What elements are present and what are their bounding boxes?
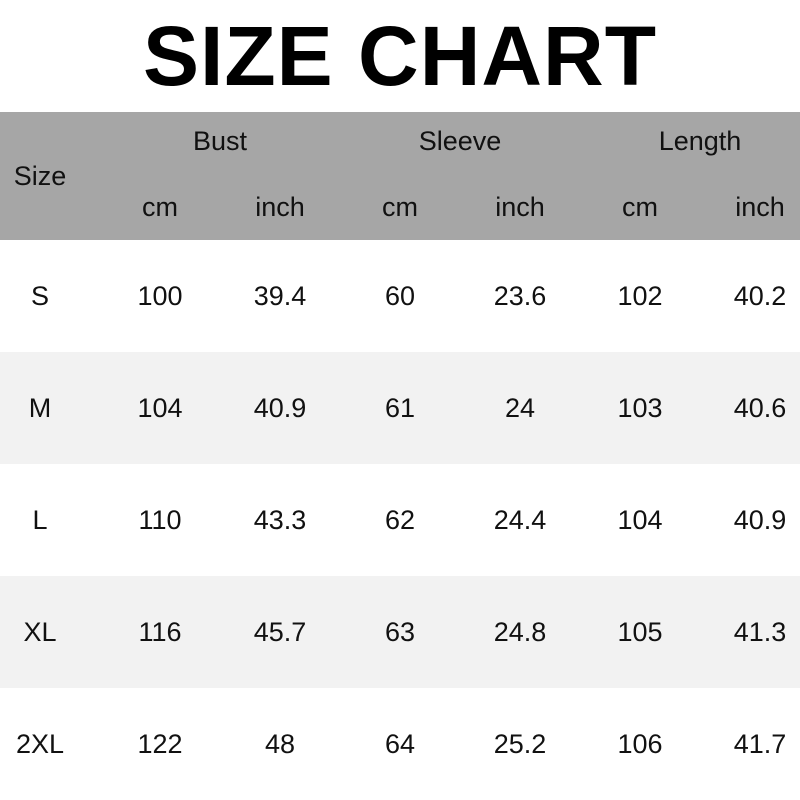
size-header: Size [13,160,67,191]
table-cell: 104 [617,504,663,535]
table-row: S 100 39.4 60 23.6 102 40.2 [0,240,800,352]
table-cell: 100 [137,280,183,311]
table-cell: 43.3 [253,504,307,535]
size-cell: XL [23,616,57,647]
table-header: Size Bust Sleeve Length cm inch cm inch … [0,112,800,240]
bust-header: Bust [192,126,248,156]
unit-header: inch [495,192,545,222]
unit-header: cm [382,192,418,222]
table-cell: 45.7 [253,616,307,647]
unit-header: cm [142,192,178,222]
unit-header: cm [622,192,658,222]
table-row: 2XL 122 48 64 25.2 106 41.7 [0,688,800,800]
table-cell: 40.6 [733,392,787,423]
table-cell: 106 [617,728,663,759]
table-cell: 60 [384,280,416,311]
page-title: SIZE CHART [143,8,657,103]
table-cell: 41.7 [733,728,787,759]
table-cell: 105 [617,616,663,647]
table-cell: 24.4 [493,504,547,535]
table-cell: 24 [504,392,536,423]
size-cell: 2XL [15,728,65,759]
table-body: S 100 39.4 60 23.6 102 40.2 M 104 40.9 61 24 103 40.6… [0,240,800,800]
table-cell: 40.9 [253,392,307,423]
unit-header: inch [735,192,785,222]
table-cell: 102 [617,280,663,311]
table-cell: 48 [264,728,296,759]
table-cell: 41.3 [733,616,787,647]
unit-header: inch [255,192,305,222]
table-row: L 110 43.3 62 24.4 104 40.9 [0,464,800,576]
table-cell: 40.9 [733,504,787,535]
table-cell: 116 [138,616,182,647]
length-header: Length [658,126,742,156]
table-cell: 122 [137,728,183,759]
table-cell: 61 [384,392,416,423]
table-row: XL 116 45.7 63 24.8 105 41.3 [0,576,800,688]
table-cell: 40.2 [733,280,787,311]
table-cell: 64 [384,728,416,759]
table-cell: 25.2 [493,728,547,759]
table-cell: 63 [384,616,416,647]
sleeve-header: Sleeve [418,126,502,156]
table-cell: 110 [138,504,182,535]
size-cell: L [32,504,48,535]
table-cell: 39.4 [253,280,307,311]
size-cell: S [30,280,49,311]
table-cell: 104 [137,392,183,423]
size-cell: M [28,392,52,423]
table-cell: 24.8 [493,616,547,647]
table-cell: 23.6 [493,280,547,311]
table-cell: 103 [617,392,663,423]
table-cell: 62 [384,504,416,535]
table-row: M 104 40.9 61 24 103 40.6 [0,352,800,464]
size-table: Size Bust Sleeve Length cm inch cm inch … [0,112,800,800]
